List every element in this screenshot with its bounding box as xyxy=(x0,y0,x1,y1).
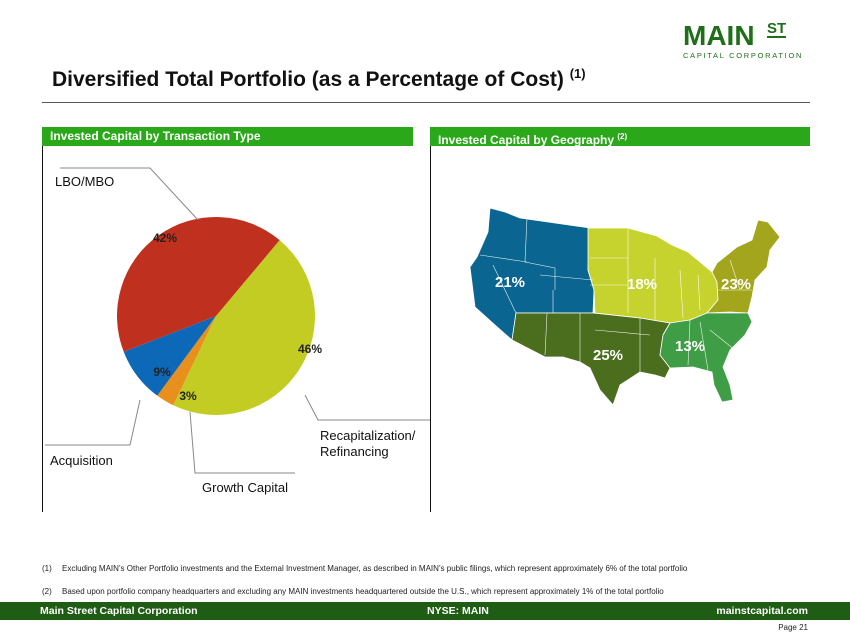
footnote-2: (2) Based upon portfolio company headquar… xyxy=(42,587,802,596)
title-footnote-ref: (1) xyxy=(569,66,586,81)
logo-subtitle: CAPITAL CORPORATION xyxy=(683,51,804,60)
footnote-1: (1) Excluding MAIN’s Other Portfolio inve… xyxy=(42,564,802,573)
footnote-1-text: Excluding MAIN’s Other Portfolio investm… xyxy=(62,564,688,573)
left-panel-border xyxy=(42,146,43,512)
footnote-2-number: (2) xyxy=(42,587,52,596)
title-text: Diversified Total Portfolio (as a Percen… xyxy=(52,68,564,91)
footer-bar: Main Street Capital Corporation NYSE: MA… xyxy=(0,602,850,620)
transaction-type-header: Invested Capital by Transaction Type xyxy=(42,127,413,146)
map-region-southwest xyxy=(511,312,671,406)
pie-value-label: 9% xyxy=(153,365,171,379)
pie-value-label: 3% xyxy=(179,389,197,403)
footer-website[interactable]: mainstcapital.com xyxy=(716,605,808,617)
pie-slice-3 xyxy=(117,216,280,352)
leader-lbo xyxy=(60,167,199,221)
logo: MAIN xyxy=(683,20,755,51)
state-lines xyxy=(479,217,752,372)
pie-slice-0 xyxy=(173,240,316,416)
footer-company: Main Street Capital Corporation xyxy=(40,605,198,617)
geography-header-text: Invested Capital by Geography xyxy=(438,133,615,147)
map-value-label: 23% xyxy=(721,276,751,293)
charts-svg: 46% 3% 9% 42% 21% 18% 23% 25% 13% xyxy=(45,167,781,474)
leader-growth xyxy=(189,411,295,474)
page-title: Diversified Total Portfolio (as a Percen… xyxy=(52,66,586,92)
title-divider xyxy=(42,102,810,103)
pie-label-growth: Growth Capital xyxy=(202,480,288,495)
pie-slice-1 xyxy=(157,316,216,406)
map-region-northeast xyxy=(706,219,781,314)
footer-ticker: NYSE: MAIN xyxy=(427,605,489,617)
page-number: Page 21 xyxy=(778,623,808,632)
map-value-label: 18% xyxy=(627,276,657,293)
map-value-label: 13% xyxy=(675,338,705,355)
pie-label-recap: Recapitalization/Refinancing xyxy=(320,428,415,460)
footnote-2-text: Based upon portfolio company headquarter… xyxy=(62,587,664,596)
footnote-1-number: (1) xyxy=(42,564,52,573)
pie-label-lbo: LBO/MBO xyxy=(55,174,115,189)
map-value-label: 25% xyxy=(593,347,623,364)
right-panel-border xyxy=(430,146,431,512)
us-map xyxy=(469,207,781,406)
pie-value-label: 46% xyxy=(298,342,322,356)
logo-st: ST xyxy=(767,20,787,38)
pie-value-label: 42% xyxy=(153,231,177,245)
leader-lines xyxy=(45,167,430,474)
recap-line2: Refinancing xyxy=(320,444,389,459)
map-value-label: 21% xyxy=(495,274,525,291)
recap-line1: Recapitalization/ xyxy=(320,428,416,443)
leader-recap xyxy=(304,394,430,421)
geography-header: Invested Capital by Geography (2) xyxy=(430,127,810,147)
geography-footnote-ref: (2) xyxy=(617,132,628,141)
leader-acquisition xyxy=(45,399,141,446)
pie-slice-2 xyxy=(123,316,216,396)
pie-label-acquisition: Acquisition xyxy=(50,453,113,468)
pie-chart: 46% 3% 9% 42% xyxy=(117,216,322,416)
